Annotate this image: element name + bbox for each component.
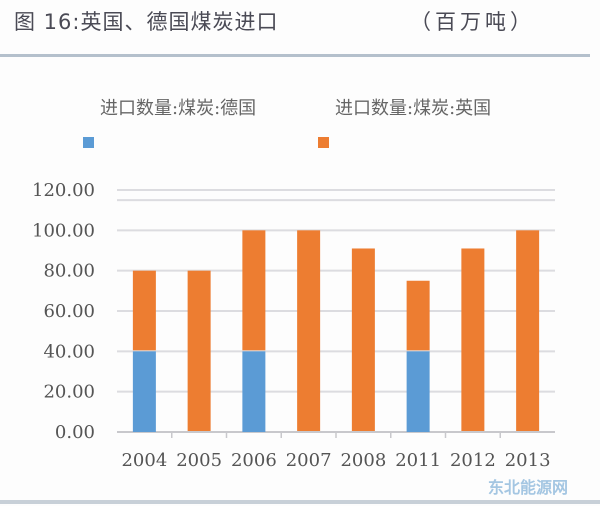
x-tick-label: 2007 [286, 450, 332, 471]
y-tick-label: 0.00 [55, 422, 95, 443]
legend-swatch-uk [318, 137, 329, 148]
bar-uk-2011 [406, 280, 430, 351]
x-tick-label: 2004 [121, 450, 167, 471]
bar-uk-2007 [297, 230, 321, 431]
title-divider [0, 54, 590, 57]
bar-germany-2006 [242, 351, 266, 432]
bottom-divider [0, 500, 600, 504]
y-tick-label: 80.00 [43, 261, 95, 282]
x-tick-label: 2012 [450, 450, 496, 471]
y-tick-label: 20.00 [43, 382, 95, 403]
x-tick-label: 2008 [340, 450, 386, 471]
bar-uk-2004 [132, 270, 156, 351]
x-tick-label: 2011 [395, 450, 441, 471]
y-tick-label: 120.00 [32, 180, 95, 201]
bar-uk-2008 [351, 248, 375, 431]
y-tick-label: 60.00 [43, 301, 95, 322]
bar-uk-2006 [242, 230, 266, 351]
x-tick-label: 2013 [505, 450, 551, 471]
bar-germany-2011 [406, 351, 430, 432]
chart-title: 图 16:英国、德国煤炭进口 [14, 10, 279, 34]
bar-uk-2005 [187, 270, 211, 431]
x-tick-label: 2006 [231, 450, 277, 471]
y-tick-label: 100.00 [32, 220, 95, 241]
bar-uk-2013 [516, 230, 540, 431]
bar-germany-2004 [132, 351, 156, 432]
bar-uk-2012 [461, 248, 485, 431]
legend-label-uk: 进口数量:煤炭:英国 [335, 98, 491, 119]
legend-label-germany: 进口数量:煤炭:德国 [100, 98, 256, 119]
watermark: 东北能源网 [488, 478, 569, 497]
unit-label: （百万吨） [410, 10, 535, 34]
legend-swatch-germany [83, 137, 94, 148]
y-tick-label: 40.00 [43, 341, 95, 362]
x-tick-label: 2005 [176, 450, 222, 471]
